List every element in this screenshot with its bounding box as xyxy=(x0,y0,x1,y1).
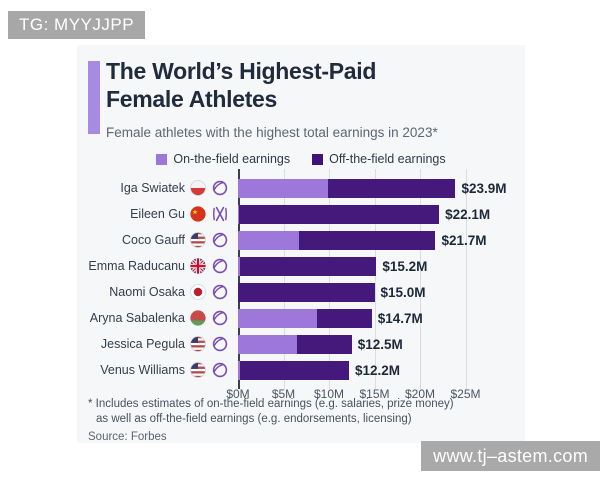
off-field-bar-segment xyxy=(239,256,377,276)
off-field-bar-segment xyxy=(239,360,349,380)
vertical-gridline xyxy=(420,169,421,389)
athlete-row: Jessica Pegula $12.5M xyxy=(77,331,525,357)
stacked-bar: $12.5M xyxy=(238,334,403,354)
athlete-name-label: Jessica Pegula xyxy=(100,337,185,351)
x-axis-tick-label: $25M xyxy=(450,387,481,401)
legend-label: Off-the-field earnings xyxy=(329,152,446,166)
tennis-ball-icon xyxy=(211,231,229,249)
athlete-name-label: Iga Swiatek xyxy=(120,181,185,195)
total-earnings-label: $15.2M xyxy=(382,258,428,274)
total-earnings-label: $23.9M xyxy=(461,180,507,196)
off-field-bar-segment xyxy=(238,204,440,224)
chart-legend: On-the-field earnings Off-the-field earn… xyxy=(77,152,525,166)
tennis-ball-icon xyxy=(211,335,229,353)
tennis-ball-icon xyxy=(211,179,229,197)
athlete-name-label: Eileen Gu xyxy=(130,207,185,221)
total-earnings-label: $15.0M xyxy=(380,284,426,300)
athlete-row: Venus Williams $12.2M xyxy=(77,357,525,383)
chart-rows: Iga Swiatek $23.9M Eileen Gu $22.1M Coco Gau… xyxy=(77,175,525,383)
page-subtitle: Female athletes with the highest total e… xyxy=(106,125,438,140)
flag-usa xyxy=(190,362,206,378)
title-accent-bar xyxy=(88,61,100,134)
on-field-bar-segment xyxy=(238,334,298,354)
athlete-row: Naomi Osaka $15.0M xyxy=(77,279,525,305)
off-field-bar-segment xyxy=(238,282,375,302)
on-field-bar-segment xyxy=(238,308,318,328)
stacked-bar: $22.1M xyxy=(238,204,491,224)
legend-label: On-the-field earnings xyxy=(173,152,291,166)
tennis-ball-icon xyxy=(211,361,229,379)
chart-gridlines xyxy=(238,169,468,389)
tennis-ball-icon xyxy=(211,257,229,275)
legend-item-off-field: Off-the-field earnings xyxy=(312,152,446,166)
total-earnings-label: $12.5M xyxy=(357,336,403,352)
axis-zero-baseline xyxy=(238,169,240,389)
flag-uk xyxy=(190,258,206,274)
top-watermark-label: TG: MYYJJPP xyxy=(8,11,146,39)
x-axis-tick-label: $15M xyxy=(359,387,390,401)
flag-usa xyxy=(190,232,206,248)
title-line-2: Female Athletes xyxy=(106,86,278,112)
footnote-line-2: as well as off-the-field earnings (e.g. … xyxy=(96,413,412,425)
page-title: The World’s Highest-Paid Female Athletes xyxy=(106,57,506,113)
footnote: * Includes estimates of on-the-field ear… xyxy=(88,397,454,427)
stacked-bar: $23.9M xyxy=(238,178,507,198)
athlete-name-label: Venus Williams xyxy=(100,363,185,377)
athlete-name-label: Naomi Osaka xyxy=(109,285,185,299)
athlete-row: Iga Swiatek $23.9M xyxy=(77,175,525,201)
bar-chart: Iga Swiatek $23.9M Eileen Gu $22.1M Coco Gau… xyxy=(77,169,525,403)
off-field-bar-segment xyxy=(328,178,456,198)
athlete-name-label: Coco Gauff xyxy=(121,233,185,247)
legend-item-on-field: On-the-field earnings xyxy=(156,152,290,166)
x-axis-tick-label: $5M xyxy=(271,387,296,401)
total-earnings-label: $21.7M xyxy=(441,232,487,248)
on-field-bar-segment xyxy=(238,360,240,380)
on-field-bar-segment xyxy=(238,204,239,224)
x-axis-tick-label: $20M xyxy=(404,387,436,401)
on-field-bar-segment xyxy=(238,230,299,250)
flag-japan xyxy=(190,284,206,300)
total-earnings-label: $22.1M xyxy=(445,206,491,222)
on-field-legend-swatch xyxy=(156,153,168,165)
off-field-bar-segment xyxy=(297,334,352,354)
vertical-gridline xyxy=(283,169,285,389)
stacked-bar: $21.7M xyxy=(238,230,487,250)
total-earnings-label: $14.7M xyxy=(377,310,423,326)
stacked-bar: $15.0M xyxy=(238,282,426,302)
on-field-bar-segment xyxy=(238,256,240,276)
vertical-gridline xyxy=(374,169,376,389)
crossed-skis-icon xyxy=(211,205,229,223)
vertical-gridline xyxy=(329,169,330,389)
bottom-watermark-label: www.tj–astem.com xyxy=(421,441,600,471)
on-field-bar-segment xyxy=(238,178,329,198)
tennis-ball-icon xyxy=(211,283,229,301)
athlete-row: Eileen Gu $22.1M xyxy=(77,201,525,227)
off-field-bar-segment xyxy=(317,308,372,328)
stacked-bar: $14.7M xyxy=(238,308,423,328)
flag-usa xyxy=(190,336,206,352)
x-axis-tick-label: $10M xyxy=(313,387,345,401)
x-axis-labels: $0M $5M $10M $15M $20M $25M xyxy=(77,387,525,403)
footnote-line-1: * Includes estimates of on-the-field ear… xyxy=(88,398,454,410)
off-field-legend-swatch xyxy=(312,153,324,165)
stacked-bar: $15.2M xyxy=(238,256,428,276)
source-label: Source: Forbes xyxy=(88,431,167,443)
x-axis-tick-label: $0M xyxy=(226,387,250,401)
title-line-1: The World’s Highest-Paid xyxy=(106,58,377,84)
athlete-row: Emma Raducanu $15.2M xyxy=(77,253,525,279)
vertical-gridline xyxy=(465,169,467,389)
flag-poland xyxy=(190,180,206,196)
off-field-bar-segment xyxy=(298,230,436,250)
total-earnings-label: $12.2M xyxy=(355,362,401,378)
flag-belarus xyxy=(190,310,206,326)
athlete-name-label: Emma Raducanu xyxy=(88,259,185,273)
athlete-row: Aryna Sabalenka $14.7M xyxy=(77,305,525,331)
athlete-name-label: Aryna Sabalenka xyxy=(89,311,185,325)
flag-china xyxy=(190,206,206,222)
tennis-ball-icon xyxy=(211,309,229,327)
stacked-bar: $12.2M xyxy=(238,360,401,380)
infographic-card: The World’s Highest-Paid Female Athletes… xyxy=(77,45,525,443)
athlete-row: Coco Gauff $21.7M xyxy=(77,227,525,253)
